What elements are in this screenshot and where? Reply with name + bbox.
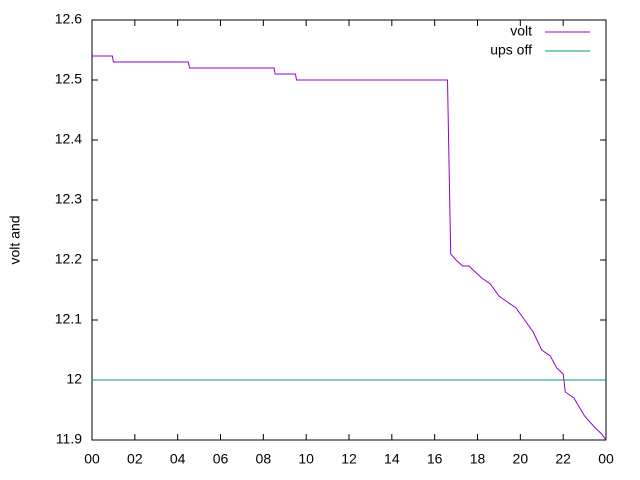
x-tick-label: 10	[298, 451, 314, 467]
y-tick-label: 12.5	[55, 71, 82, 87]
y-tick-label: 12.4	[55, 131, 82, 147]
y-axis-label: volt and	[7, 215, 23, 264]
x-tick-label: 06	[213, 451, 229, 467]
x-tick-label: 00	[598, 451, 614, 467]
series-line	[92, 55, 607, 441]
y-tick-label: 12	[66, 371, 82, 387]
x-tick-label: 12	[341, 451, 357, 467]
y-tick-label: 11.9	[56, 431, 82, 447]
x-tick-label: 08	[256, 451, 272, 467]
x-tick-label: 20	[513, 451, 529, 467]
y-tick-label: 12.2	[55, 251, 82, 267]
x-tick-label: 18	[470, 451, 486, 467]
x-tick-label: 16	[427, 451, 443, 467]
x-tick-label: 00	[84, 451, 100, 467]
x-tick-label: 22	[555, 451, 571, 467]
y-tick-label: 12.6	[55, 11, 82, 27]
legend-label: ups off	[490, 42, 532, 58]
y-tick-label: 12.1	[55, 311, 82, 327]
x-tick-label: 02	[127, 451, 143, 467]
x-tick-label: 14	[384, 451, 400, 467]
y-tick-label: 12.3	[55, 191, 82, 207]
legend-label: volt	[510, 23, 532, 39]
x-tick-label: 04	[170, 451, 186, 467]
plot-border	[91, 19, 607, 441]
